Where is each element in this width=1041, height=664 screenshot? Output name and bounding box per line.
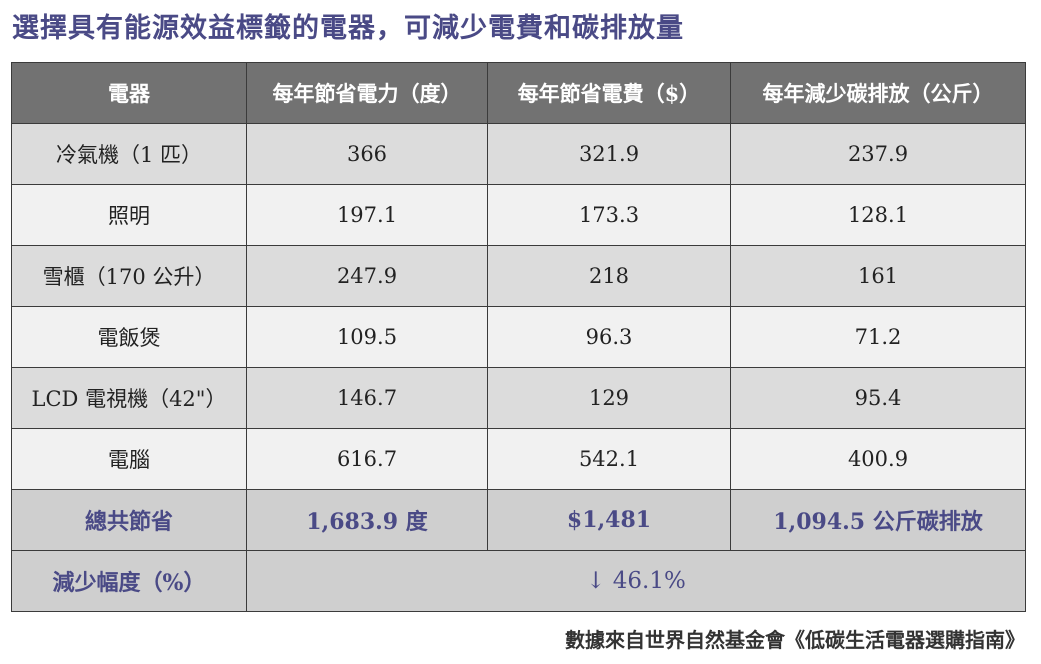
table-row: 照明 197.1 173.3 128.1 [11,184,1026,246]
header-appliance: 電器 [11,62,247,124]
cell-cost: 129 [487,367,731,429]
table-row: 電飯煲 109.5 96.3 71.2 [11,306,1026,368]
cell-carbon: 237.9 [730,123,1026,185]
cell-carbon: 128.1 [730,184,1026,246]
cell-appliance: LCD 電視機（42"） [11,367,247,429]
table-row: 電腦 616.7 542.1 400.9 [11,428,1026,490]
cell-carbon: 161 [730,245,1026,307]
cell-carbon: 95.4 [730,367,1026,429]
total-label: 總共節省 [11,489,247,551]
cell-appliance: 雪櫃（170 公升） [11,245,247,307]
cell-appliance: 電飯煲 [11,306,247,368]
header-power-saved: 每年節省電力（度） [246,62,488,124]
total-row: 總共節省 1,683.9 度 $1,481 1,094.5 公斤碳排放 [11,489,1026,551]
cell-appliance: 照明 [11,184,247,246]
header-carbon-reduced: 每年減少碳排放（公斤） [730,62,1026,124]
cell-appliance: 電腦 [11,428,247,490]
page-title: 選擇具有能源效益標籤的電器，可減少電費和碳排放量 [12,13,684,44]
cell-power: 247.9 [246,245,488,307]
total-cost: $1,481 [487,489,731,551]
cell-power: 109.5 [246,306,488,368]
cell-cost: 542.1 [487,428,731,490]
cell-cost: 173.3 [487,184,731,246]
energy-savings-table: 電器 每年節省電力（度） 每年節省電費（$） 每年減少碳排放（公斤） 冷氣機（1… [11,62,1026,612]
source-note: 數據來自世界自然基金會《低碳生活電器選購指南》 [565,628,1025,652]
cell-power: 366 [246,123,488,185]
cell-power: 146.7 [246,367,488,429]
reduction-label: 減少幅度（%） [11,550,247,612]
cell-carbon: 71.2 [730,306,1026,368]
total-carbon: 1,094.5 公斤碳排放 [730,489,1026,551]
table-row: 雪櫃（170 公升） 247.9 218 161 [11,245,1026,307]
cell-power: 616.7 [246,428,488,490]
reduction-value: ↓ 46.1% [246,550,1026,612]
cell-cost: 321.9 [487,123,731,185]
table-row: 冷氣機（1 匹） 366 321.9 237.9 [11,123,1026,185]
table-row: LCD 電視機（42"） 146.7 129 95.4 [11,367,1026,429]
cell-carbon: 400.9 [730,428,1026,490]
cell-cost: 218 [487,245,731,307]
header-cost-saved: 每年節省電費（$） [487,62,731,124]
total-power: 1,683.9 度 [246,489,488,551]
reduction-row: 減少幅度（%） ↓ 46.1% [11,550,1026,612]
cell-cost: 96.3 [487,306,731,368]
table-header-row: 電器 每年節省電力（度） 每年節省電費（$） 每年減少碳排放（公斤） [11,62,1026,124]
cell-appliance: 冷氣機（1 匹） [11,123,247,185]
cell-power: 197.1 [246,184,488,246]
